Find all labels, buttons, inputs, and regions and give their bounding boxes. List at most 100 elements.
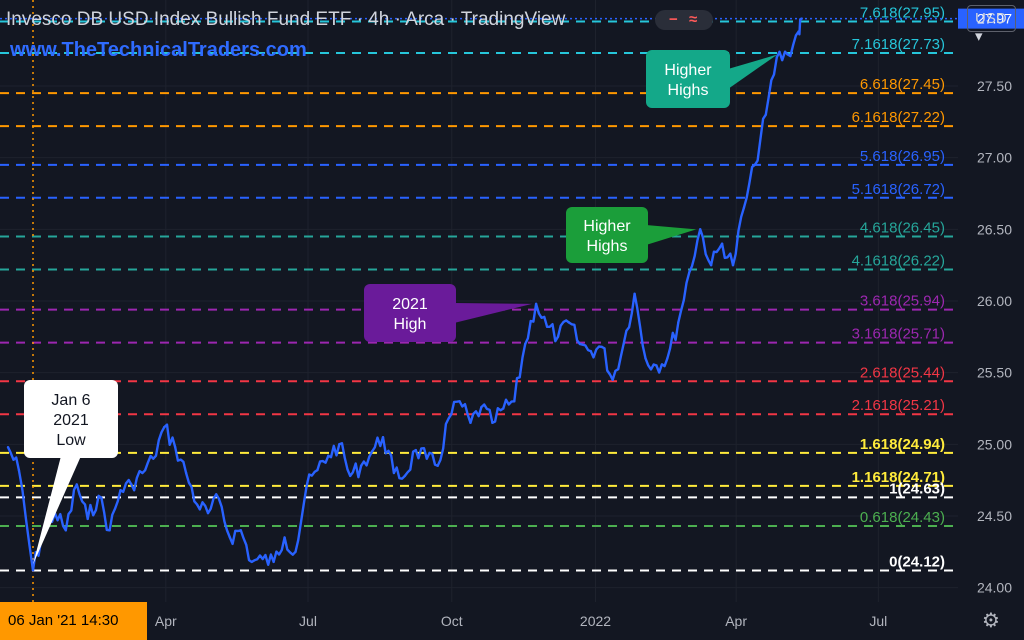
data-point <box>17 468 21 472</box>
chart-title: Invesco DB USD Index Bullish Fund ETF · … <box>6 9 566 30</box>
data-point <box>666 357 669 360</box>
fib-level-label: 1.1618(24.71) <box>852 469 945 486</box>
data-point <box>534 302 538 306</box>
y-tick-label: 26.50 <box>977 221 1012 237</box>
data-point <box>797 30 800 33</box>
fib-level-label: 0(24.12) <box>889 553 945 570</box>
data-point <box>600 345 603 349</box>
data-point <box>414 448 418 452</box>
data-point <box>239 529 243 532</box>
data-point <box>86 517 89 521</box>
data-point <box>644 357 647 360</box>
gear-icon[interactable]: ⚙ <box>982 610 1000 632</box>
callout-box <box>646 50 730 108</box>
callout-pointer <box>454 303 533 323</box>
callout-text: 2021 <box>392 296 428 313</box>
fib-level-label: 1(24.63) <box>889 480 945 497</box>
fib-level-label: 6.1618(27.22) <box>852 109 945 126</box>
time-axis-bg <box>0 602 958 640</box>
data-point <box>97 494 100 498</box>
data-point <box>294 550 297 554</box>
fib-level-label: 2.618(25.44) <box>860 364 945 381</box>
callout-box <box>364 284 456 342</box>
data-point <box>523 342 527 346</box>
data-point <box>359 464 363 468</box>
data-point <box>513 400 516 403</box>
data-point <box>228 536 232 539</box>
data-point <box>283 536 286 539</box>
callout-text: Higher <box>583 218 631 235</box>
data-point <box>469 421 472 425</box>
data-point <box>141 471 144 475</box>
y-tick-label: 25.00 <box>977 436 1012 452</box>
annotations: Jan 62021Low2021HighHigherHighsHigherHig… <box>24 50 778 565</box>
time-axis: Apr Jul Oct 2022 Apr Jul <box>0 602 958 640</box>
fib-level-label: 7.1618(27.73) <box>852 36 945 53</box>
callout-pointer <box>33 456 81 565</box>
data-point <box>753 163 757 167</box>
callout-text: High <box>394 316 427 333</box>
data-point <box>206 511 210 515</box>
data-point <box>75 483 78 486</box>
callout-1: 2021 High <box>364 284 533 342</box>
x-tick-label: Apr <box>155 613 177 629</box>
data-point <box>775 56 778 59</box>
callout-box <box>566 207 648 263</box>
data-point <box>709 263 713 267</box>
fib-level-label: 2.1618(25.21) <box>852 397 945 414</box>
callout-0: Jan 6 2021 Low <box>24 380 118 565</box>
data-point <box>119 489 122 492</box>
callout-text: Jan 6 <box>51 392 90 409</box>
x-tick-label: Apr <box>725 613 747 629</box>
data-point <box>195 503 199 506</box>
data-point <box>316 468 319 472</box>
fib-level-label: 4.1618(26.22) <box>852 252 945 269</box>
fib-level-label: 5.618(26.95) <box>860 148 945 165</box>
data-point <box>611 378 614 382</box>
data-point <box>480 405 483 409</box>
data-point <box>589 349 593 353</box>
data-point <box>370 450 374 453</box>
data-point <box>458 400 461 403</box>
fib-level-label: 6.618(27.45) <box>860 76 945 93</box>
data-point <box>655 364 658 367</box>
x-tick-label: Jul <box>869 613 887 629</box>
data-point <box>436 464 439 468</box>
data-point <box>502 407 505 410</box>
minus-icon[interactable]: − <box>669 11 678 28</box>
data-point <box>184 471 188 475</box>
currency-selector[interactable]: USD ▾ <box>967 5 1016 45</box>
callout-box <box>24 380 118 458</box>
indicator-toggle[interactable]: − ≈ <box>655 10 713 30</box>
fib-level-label: 1.618(24.94) <box>860 436 945 453</box>
data-point <box>677 321 680 324</box>
data-point <box>64 529 68 532</box>
data-point <box>720 242 724 245</box>
fib-level-label: 4.618(26.45) <box>860 220 945 237</box>
data-point <box>217 497 221 500</box>
x-tick-label: Jul <box>299 613 317 629</box>
data-point <box>578 342 582 346</box>
callout-pointer <box>728 54 778 89</box>
data-point <box>545 325 549 328</box>
data-point <box>742 206 746 210</box>
y-tick-label: 27.50 <box>977 78 1012 94</box>
callout-text: Higher <box>664 62 712 79</box>
data-point <box>392 471 396 475</box>
price-line <box>6 17 803 572</box>
fib-level-label: 7.618(27.95) <box>860 5 945 22</box>
callout-2: Higher Highs <box>566 207 697 263</box>
data-point <box>556 335 560 339</box>
data-point <box>567 321 571 324</box>
last-price-box <box>958 8 1024 29</box>
data-point <box>327 454 330 457</box>
data-point <box>272 560 275 564</box>
data-point <box>381 435 385 439</box>
fib-level-label: 3.618(25.94) <box>860 293 945 310</box>
y-tick-label: 24.50 <box>977 508 1012 524</box>
callout-3: Higher Highs <box>646 50 778 108</box>
last-price-label: 27.97 <box>977 11 1012 27</box>
wave-icon[interactable]: ≈ <box>689 11 698 28</box>
